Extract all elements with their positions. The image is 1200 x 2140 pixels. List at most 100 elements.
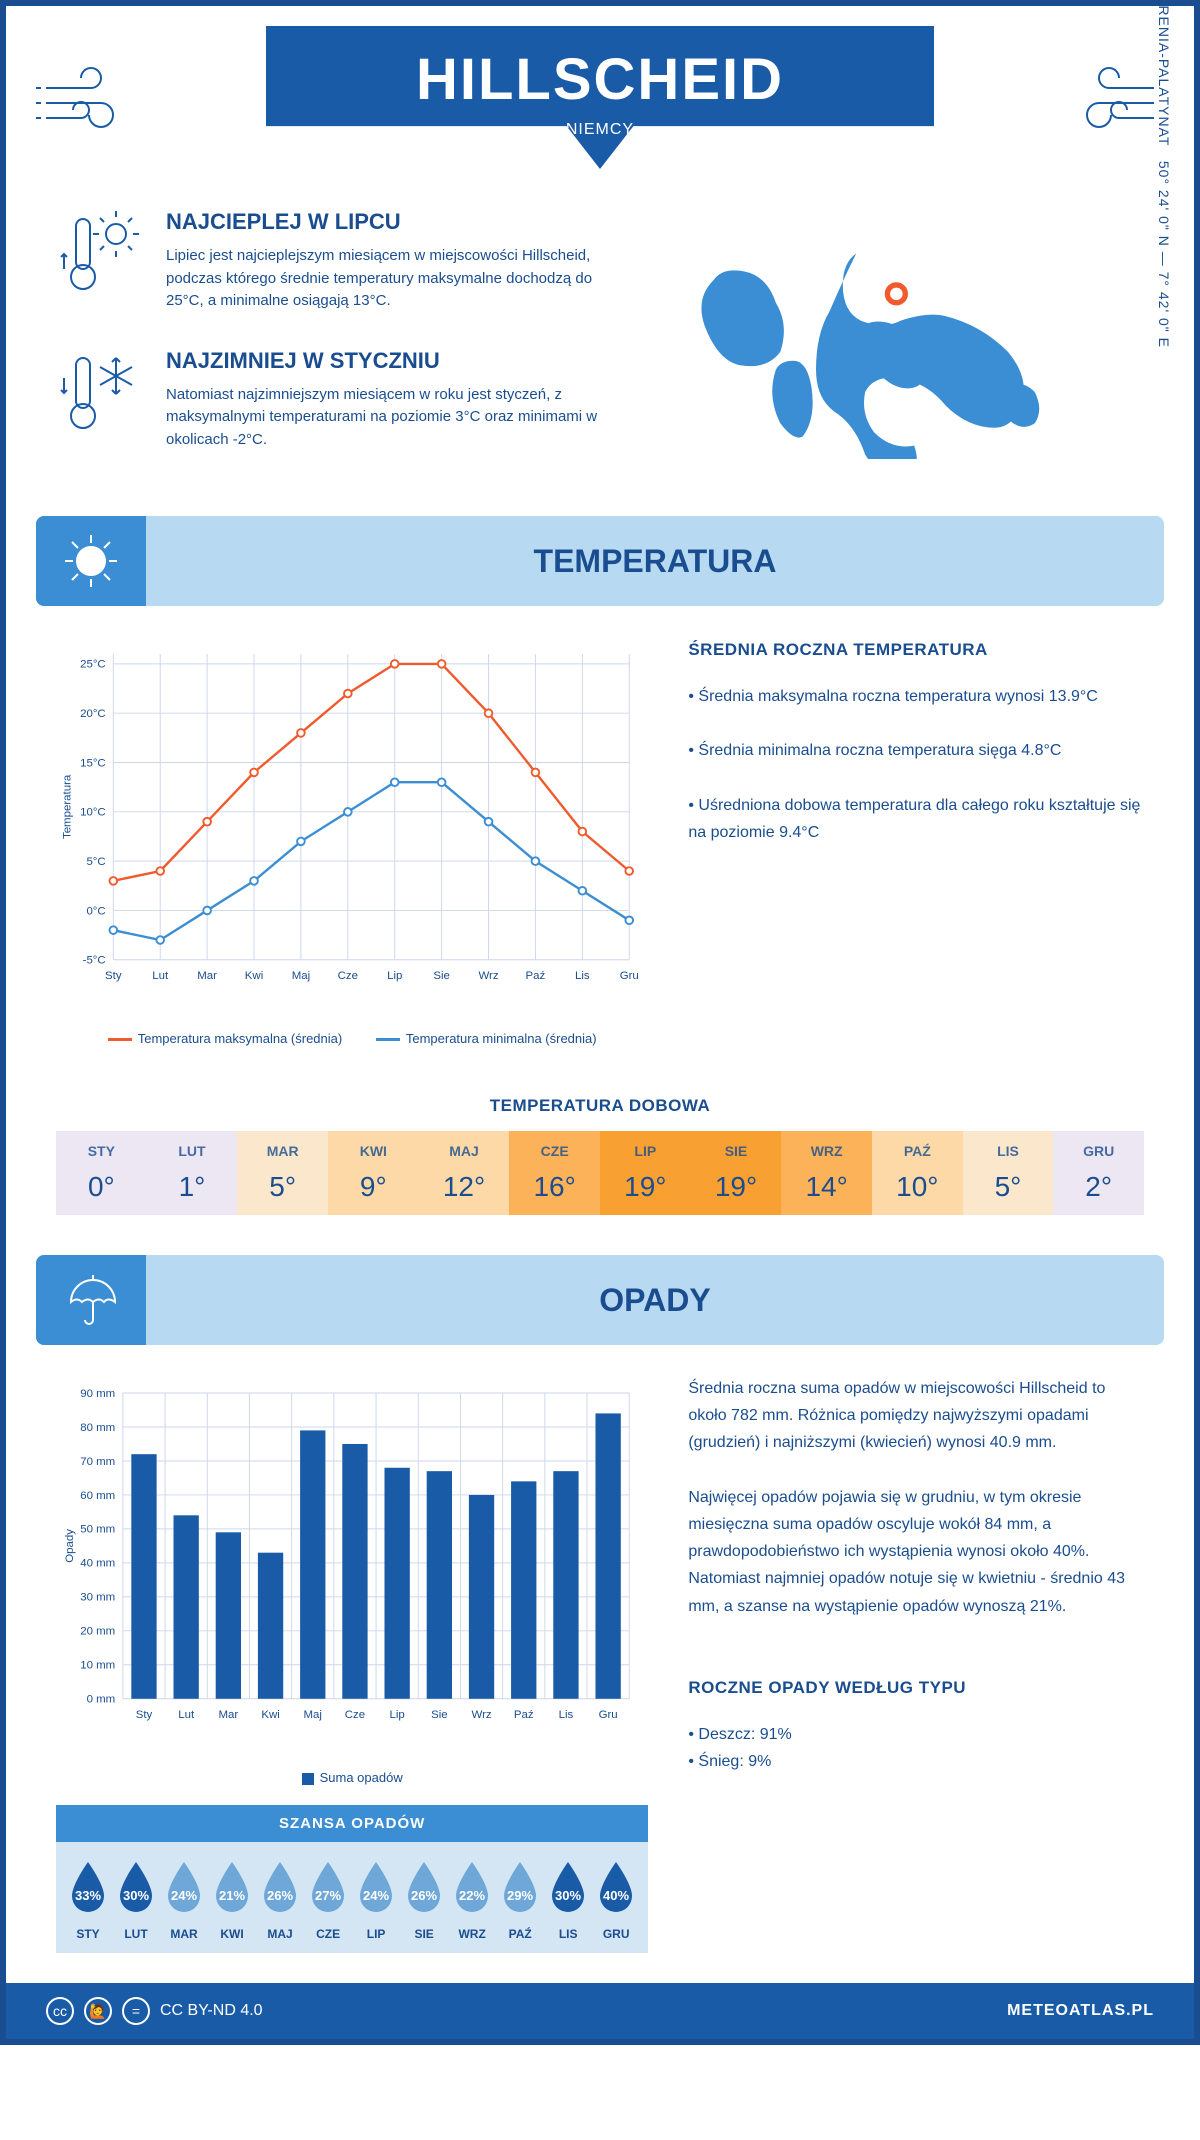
summary-bullet: • Średnia maksymalna roczna temperatura …	[688, 683, 1144, 710]
footer: cc 🙋 = CC BY-ND 4.0 METEOATLAS.PL	[6, 1983, 1194, 2039]
intro-section: NAJCIEPLEJ W LIPCU Lipiec jest najcieple…	[6, 169, 1194, 516]
cc-icon: cc	[46, 1997, 74, 2025]
chance-drop: 29%PAŹ	[498, 1860, 542, 1941]
umbrella-icon	[36, 1255, 146, 1345]
section-title: OPADY	[146, 1282, 1164, 1319]
svg-text:26%: 26%	[267, 1888, 293, 1903]
daily-temp-title: TEMPERATURA DOBOWA	[6, 1096, 1194, 1116]
thermometer-cold-icon	[56, 348, 146, 452]
world-map	[640, 209, 1144, 459]
svg-text:40 mm: 40 mm	[80, 1558, 115, 1570]
header-row: HILLSCHEID NIEMCY	[6, 6, 1194, 169]
wind-icon-left	[36, 58, 136, 138]
chance-drop: 24%LIP	[354, 1860, 398, 1941]
fact-coldest: NAJZIMNIEJ W STYCZNIU Natomiast najzimni…	[56, 348, 610, 452]
svg-text:Temperatura: Temperatura	[61, 774, 73, 839]
temp-chart-legend: Temperatura maksymalna (średnia) Tempera…	[56, 1031, 648, 1046]
chance-drop: 33%STY	[66, 1860, 110, 1941]
svg-text:Lut: Lut	[152, 970, 169, 982]
daily-cell: LIS5°	[963, 1131, 1054, 1215]
svg-text:Sie: Sie	[433, 970, 450, 982]
svg-text:Paź: Paź	[526, 970, 546, 982]
summary-bullet: • Średnia minimalna roczna temperatura s…	[688, 737, 1144, 764]
svg-text:50 mm: 50 mm	[80, 1524, 115, 1536]
precipitation-row: 0 mm10 mm20 mm30 mm40 mm50 mm60 mm70 mm8…	[6, 1345, 1194, 1983]
svg-text:Sty: Sty	[136, 1709, 153, 1721]
section-header-temperature: TEMPERATURA	[36, 516, 1164, 606]
fact-title: NAJZIMNIEJ W STYCZNIU	[166, 348, 610, 374]
svg-text:20°C: 20°C	[80, 708, 106, 720]
svg-text:29%: 29%	[507, 1888, 533, 1903]
svg-text:21%: 21%	[219, 1888, 245, 1903]
svg-text:Wrz: Wrz	[471, 1709, 491, 1721]
svg-text:Lip: Lip	[390, 1709, 405, 1721]
chance-drop: 30%LIS	[546, 1860, 590, 1941]
svg-text:Kwi: Kwi	[245, 970, 263, 982]
svg-text:10 mm: 10 mm	[80, 1660, 115, 1672]
chance-drop: 24%MAR	[162, 1860, 206, 1941]
brand-text: METEOATLAS.PL	[1007, 2002, 1154, 2020]
fact-warmest: NAJCIEPLEJ W LIPCU Lipiec jest najcieple…	[56, 209, 610, 313]
section-title: TEMPERATURA	[146, 543, 1164, 580]
svg-text:27%: 27%	[315, 1888, 341, 1903]
daily-cell: LUT1°	[147, 1131, 238, 1215]
svg-text:30%: 30%	[555, 1888, 581, 1903]
svg-text:Mar: Mar	[219, 1709, 239, 1721]
svg-text:Lut: Lut	[178, 1709, 195, 1721]
daily-cell: PAŹ10°	[872, 1131, 963, 1215]
title-banner: HILLSCHEID NIEMCY	[136, 26, 1064, 169]
svg-text:Wrz: Wrz	[478, 970, 498, 982]
sun-icon	[36, 516, 146, 606]
svg-text:15°C: 15°C	[80, 757, 106, 769]
svg-text:Sie: Sie	[431, 1709, 448, 1721]
coordinates: NADRENIA-PALATYNAT 50° 24' 0" N — 7° 42'…	[1156, 0, 1172, 348]
svg-text:Paź: Paź	[514, 1709, 534, 1721]
summary-title: ROCZNE OPADY WEDŁUG TYPU	[688, 1674, 1144, 1703]
chance-drop: 40%GRU	[594, 1860, 638, 1941]
page-container: HILLSCHEID NIEMCY NAJCIEPLEJ W LIPCU Lip…	[0, 0, 1200, 2045]
thermometer-hot-icon	[56, 209, 146, 313]
svg-text:60 mm: 60 mm	[80, 1490, 115, 1502]
svg-text:Lis: Lis	[559, 1709, 574, 1721]
temperature-row: -5°C0°C5°C10°C15°C20°C25°CStyLutMarKwiMa…	[6, 606, 1194, 1076]
svg-text:40%: 40%	[603, 1888, 629, 1903]
daily-temp-grid: STY0°LUT1°MAR5°KWI9°MAJ12°CZE16°LIP19°SI…	[56, 1131, 1144, 1215]
daily-cell: WRZ14°	[781, 1131, 872, 1215]
svg-text:24%: 24%	[363, 1888, 389, 1903]
section-header-precipitation: OPADY	[36, 1255, 1164, 1345]
daily-cell: MAR5°	[237, 1131, 328, 1215]
svg-text:33%: 33%	[75, 1888, 101, 1903]
country-name: NIEMCY	[266, 121, 934, 139]
svg-text:Cze: Cze	[338, 970, 358, 982]
daily-cell: GRU2°	[1053, 1131, 1144, 1215]
daily-cell: MAJ12°	[419, 1131, 510, 1215]
chance-drop: 27%CZE	[306, 1860, 350, 1941]
city-name: HILLSCHEID	[266, 46, 934, 113]
svg-text:70 mm: 70 mm	[80, 1456, 115, 1468]
precip-chart-legend: Suma opadów	[56, 1770, 648, 1785]
svg-text:Gru: Gru	[599, 1709, 618, 1721]
summary-title: ŚREDNIA ROCZNA TEMPERATURA	[688, 636, 1144, 665]
svg-text:Lis: Lis	[575, 970, 590, 982]
by-icon: 🙋	[84, 1997, 112, 2025]
svg-text:80 mm: 80 mm	[80, 1422, 115, 1434]
summary-bullet: • Śnieg: 9%	[688, 1748, 1144, 1775]
chance-title: SZANSA OPADÓW	[56, 1805, 648, 1842]
svg-text:Maj: Maj	[292, 970, 310, 982]
svg-text:Lip: Lip	[387, 970, 402, 982]
temperature-line-chart: -5°C0°C5°C10°C15°C20°C25°CStyLutMarKwiMa…	[56, 636, 648, 1046]
daily-cell: CZE16°	[509, 1131, 600, 1215]
svg-text:Maj: Maj	[304, 1709, 322, 1721]
svg-text:Kwi: Kwi	[261, 1709, 279, 1721]
daily-cell: SIE19°	[691, 1131, 782, 1215]
daily-cell: LIP19°	[600, 1131, 691, 1215]
nd-icon: =	[122, 1997, 150, 2025]
svg-text:Opady: Opady	[64, 1529, 76, 1563]
svg-text:Cze: Cze	[345, 1709, 365, 1721]
precipitation-summary: Średnia roczna suma opadów w miejscowośc…	[688, 1375, 1144, 1953]
chance-drop: 26%SIE	[402, 1860, 446, 1941]
svg-text:5°C: 5°C	[86, 856, 105, 868]
summary-bullet: • Uśredniona dobowa temperatura dla całe…	[688, 792, 1144, 846]
svg-text:22%: 22%	[459, 1888, 485, 1903]
svg-text:10°C: 10°C	[80, 807, 106, 819]
